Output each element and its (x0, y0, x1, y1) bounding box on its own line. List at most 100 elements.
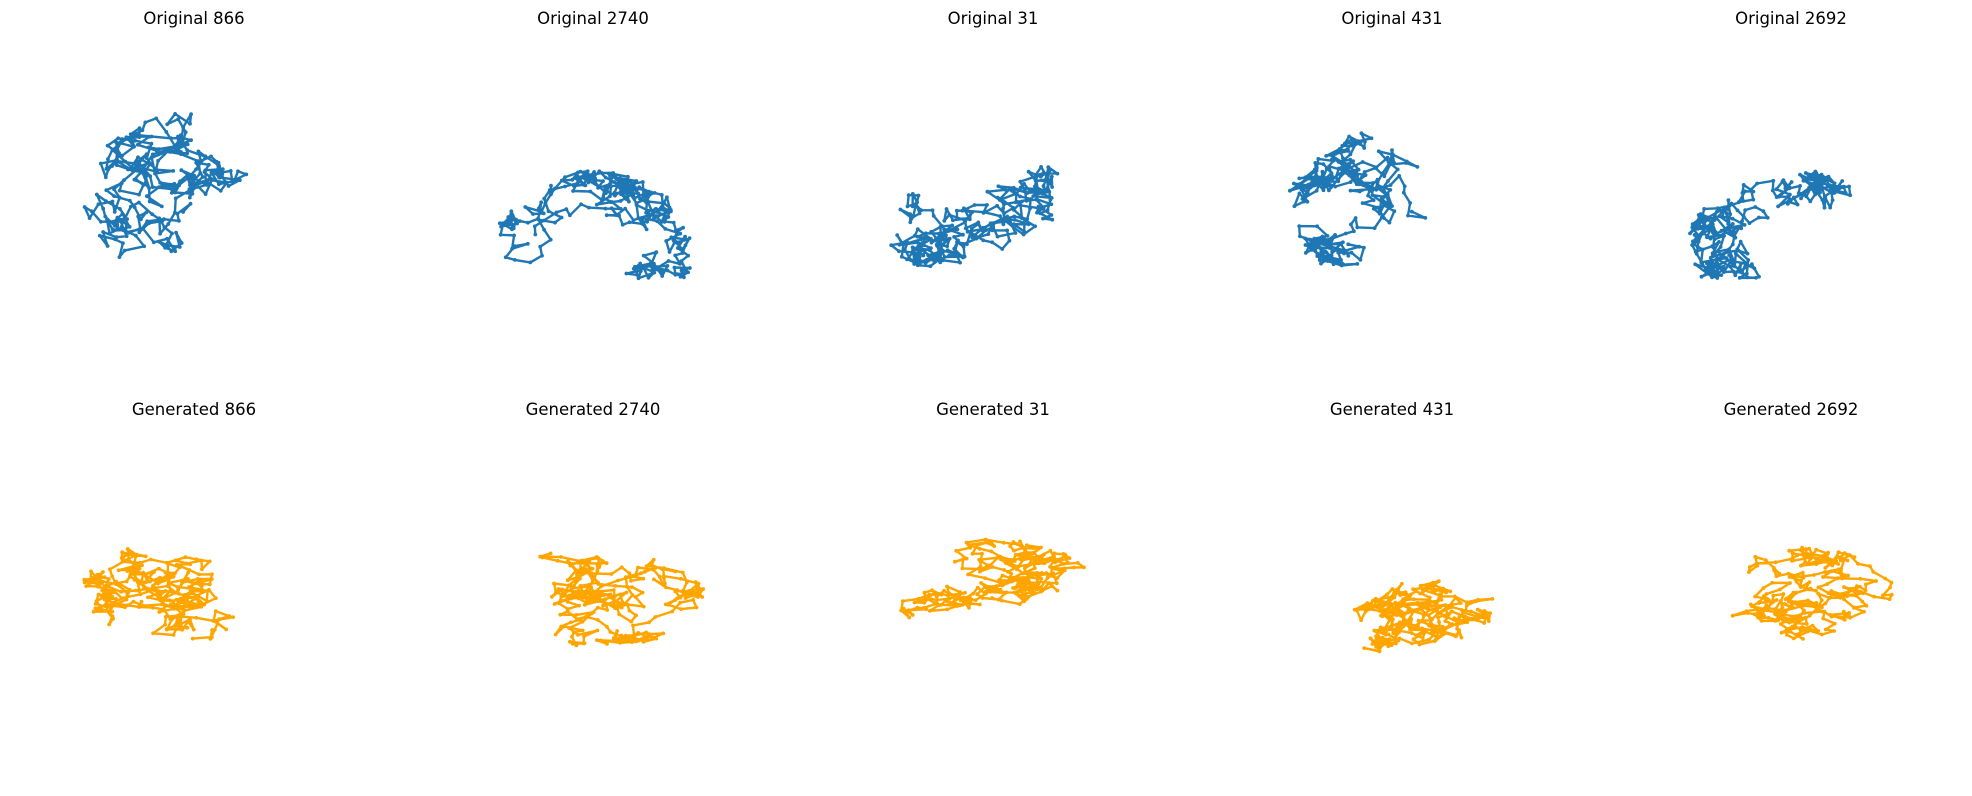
trajectory-point (1406, 607, 1411, 612)
trajectory-point (678, 231, 683, 236)
trajectory-point (1325, 175, 1330, 180)
trajectory-point (910, 204, 915, 209)
trajectory-point (1723, 230, 1727, 234)
trajectory-point (206, 162, 211, 167)
trajectory-point (1712, 271, 1716, 276)
trajectory-point (1710, 267, 1714, 272)
trajectory-point (1377, 211, 1382, 216)
trajectory-point (189, 112, 194, 116)
trajectory-point (1017, 578, 1022, 583)
trajectory-point (1770, 580, 1775, 585)
trajectory-point (1020, 576, 1025, 581)
trajectory-point (1700, 247, 1705, 252)
trajectory-point (1412, 609, 1416, 613)
trajectory-point (137, 230, 142, 235)
trajectory-point (1031, 561, 1036, 566)
trajectory-point (1709, 259, 1714, 264)
panel-generated-866: Generated 866 (82, 400, 256, 641)
trajectory-point (680, 251, 685, 256)
trajectory-point (1400, 581, 1404, 586)
trajectory-point (926, 253, 930, 258)
trajectory-point (578, 559, 583, 564)
trajectory-point (103, 594, 108, 599)
trajectory-point (148, 557, 153, 562)
trajectory-point (660, 274, 665, 278)
trajectory-point (1011, 575, 1015, 580)
trajectory-point (102, 585, 107, 590)
trajectory-point (192, 173, 197, 178)
trajectory-point (1365, 601, 1370, 606)
trajectory-point (90, 576, 94, 580)
trajectory-point (1425, 601, 1430, 606)
trajectory-point (921, 259, 925, 264)
trajectory-point (593, 176, 598, 181)
trajectory-point (1482, 609, 1487, 613)
trajectory-point (1005, 580, 1010, 585)
trajectory-point (174, 230, 179, 235)
trajectory-point (950, 223, 955, 228)
trajectory-point (570, 634, 574, 639)
trajectory-point (974, 236, 979, 241)
trajectory-point (1428, 620, 1433, 625)
trajectory-point (212, 627, 217, 632)
trajectory-point (1785, 202, 1790, 206)
trajectory-point (124, 230, 128, 235)
trajectory-point (1482, 621, 1487, 625)
trajectory-point (1380, 635, 1385, 640)
trajectory-point (661, 574, 666, 578)
trajectory-point (1420, 626, 1425, 631)
trajectory-point (680, 570, 685, 575)
trajectory-point (675, 272, 680, 277)
trajectory-point (1333, 184, 1338, 189)
trajectory-point (528, 260, 533, 265)
trajectory-point (170, 617, 175, 621)
trajectory-point (1370, 193, 1375, 197)
trajectory-point (923, 261, 928, 265)
trajectory-point (624, 590, 629, 595)
trajectory-point (146, 145, 151, 150)
trajectory-point (657, 574, 662, 579)
trajectory-point (131, 132, 136, 137)
trajectory-point (677, 241, 681, 246)
trajectory-point (104, 199, 108, 204)
trajectory-point (1299, 187, 1304, 192)
trajectory-point (901, 242, 906, 247)
trajectory-point (211, 618, 216, 623)
trajectory-point (169, 191, 174, 195)
trajectory-point (1795, 202, 1800, 207)
trajectory-point (927, 609, 932, 613)
trajectory-point (176, 134, 180, 139)
trajectory-point (654, 206, 658, 211)
trajectory-point (89, 569, 93, 574)
trajectory-point (147, 186, 152, 191)
trajectory-point (132, 560, 137, 565)
trajectory-point (511, 226, 516, 231)
trajectory-point (671, 220, 676, 225)
trajectory-point (1690, 225, 1695, 230)
trajectory-point (188, 183, 192, 187)
trajectory-point (583, 567, 588, 571)
trajectory-point (205, 589, 210, 593)
trajectory-point (1419, 608, 1424, 612)
trajectory-point (144, 173, 149, 178)
trajectory-point (1753, 554, 1758, 559)
trajectory-point (236, 169, 240, 174)
trajectory-point (1020, 216, 1024, 221)
trajectory-point (1830, 198, 1835, 203)
trajectory-point (1371, 198, 1376, 203)
trajectory-point (1420, 618, 1425, 623)
trajectory-point (1400, 622, 1405, 627)
trajectory-point (610, 200, 614, 204)
trajectory-points (889, 165, 1060, 269)
trajectory-point (1729, 201, 1734, 206)
trajectory-point (572, 630, 576, 635)
trajectory-point (224, 627, 229, 632)
trajectory-point (596, 186, 600, 190)
trajectory-point (1842, 585, 1846, 589)
trajectory-point (1387, 637, 1392, 642)
trajectory-point (1382, 202, 1386, 207)
trajectory-point (1447, 623, 1452, 628)
trajectory-point (1434, 600, 1439, 604)
trajectory-point (209, 154, 213, 159)
trajectory-point (664, 239, 669, 243)
